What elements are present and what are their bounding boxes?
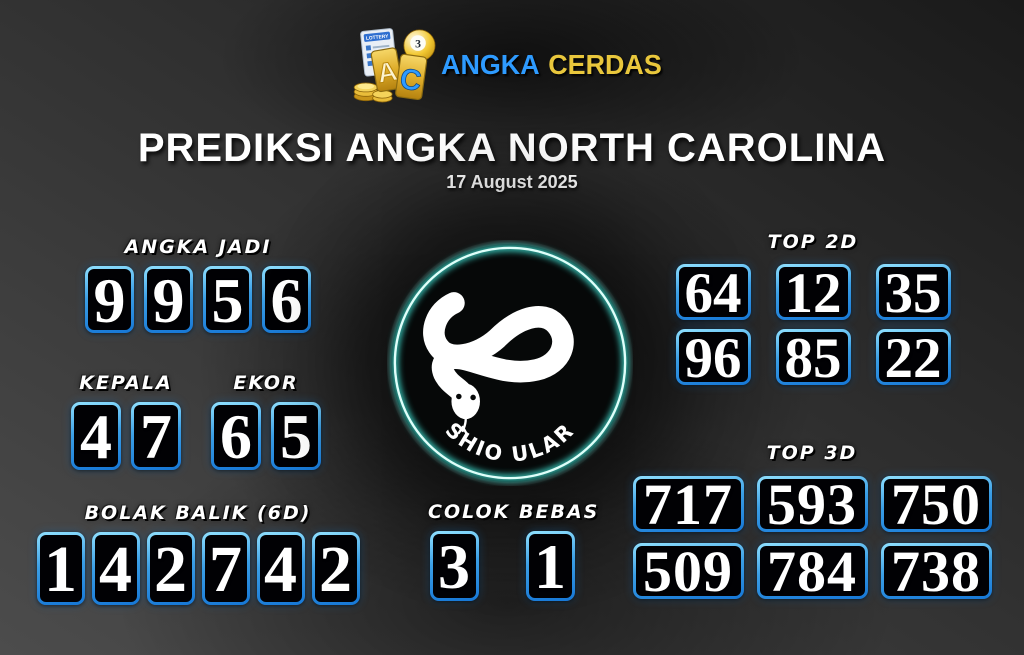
number-box: 5: [203, 266, 252, 333]
number-box: 509: [632, 543, 744, 601]
number-box: 2: [311, 532, 360, 605]
number-boxes: 717 593 750 509 784 738: [632, 476, 992, 601]
number-box: 22: [875, 329, 951, 387]
page-title: PREDIKSI ANGKA NORTH CAROLINA: [137, 126, 887, 170]
number-box: 4: [71, 402, 121, 470]
number-box: 1: [36, 532, 85, 605]
logo-icon: LOTTERY 3: [353, 28, 436, 103]
number-box: 85: [775, 329, 851, 387]
number-box: 1: [525, 531, 575, 601]
number-box: 7: [201, 532, 250, 605]
svg-text:3: 3: [415, 37, 421, 50]
number-box: 750: [880, 476, 992, 534]
shio-medallion: SHIO ULAR: [387, 240, 633, 486]
snake-icon: [423, 292, 574, 436]
number-box: 9: [85, 266, 134, 333]
draw-date: 17 August 2025: [446, 172, 578, 192]
number-box: 3: [429, 531, 479, 601]
section-label: EKOR: [233, 372, 299, 394]
ring-core: [393, 246, 627, 480]
number-box: 7: [131, 402, 181, 470]
section-label: ANGKA JADI: [124, 236, 272, 258]
brand-name: ANGKA CERDAS: [441, 49, 662, 81]
number-box: 784: [756, 543, 868, 601]
section-top-2d: TOP 2D 64 12 35 96 85 22: [675, 231, 951, 387]
lottery-ball-icon: 3: [403, 29, 436, 62]
number-box: 12: [775, 264, 851, 322]
svg-text:C: C: [398, 63, 423, 98]
number-box: 35: [875, 264, 951, 322]
number-box: 738: [880, 543, 992, 601]
number-box: 593: [756, 476, 868, 534]
snake-eye-left: [456, 393, 462, 400]
number-box: 9: [144, 266, 193, 333]
section-top-3d: TOP 3D 717 593 750 509 784 738: [632, 442, 992, 601]
section-label: TOP 3D: [766, 442, 858, 464]
number-box: 4: [256, 532, 305, 605]
number-box: 2: [146, 532, 195, 605]
snake-tongue: [457, 417, 468, 436]
section-label: TOP 2D: [767, 231, 859, 253]
number-box: 717: [632, 476, 744, 534]
number-box: 6: [262, 266, 311, 333]
coins-icon: [353, 82, 393, 103]
section-label: BOLAK BALIK (6D): [84, 502, 312, 524]
number-box: 96: [675, 329, 751, 387]
svg-text:LOTTERY: LOTTERY: [366, 33, 390, 41]
card-c-icon: C: [395, 53, 428, 101]
number-box: 4: [91, 532, 140, 605]
number-box: 64: [675, 264, 751, 322]
logo[interactable]: LOTTERY 3: [353, 26, 671, 104]
number-box: 6: [211, 402, 261, 470]
number-boxes: 64 12 35 96 85 22: [675, 264, 951, 387]
number-box: 5: [271, 402, 321, 470]
card-a-icon: A: [370, 47, 403, 93]
shio-ular-graphic: SHIO ULAR: [390, 243, 630, 483]
section-label: COLOK BEBAS: [428, 501, 600, 523]
snake-eye-right: [470, 394, 476, 401]
brand-name-first: ANGKA: [441, 49, 540, 80]
brand-name-second: CERDAS: [548, 49, 662, 80]
section-label: KEPALA: [79, 372, 173, 394]
